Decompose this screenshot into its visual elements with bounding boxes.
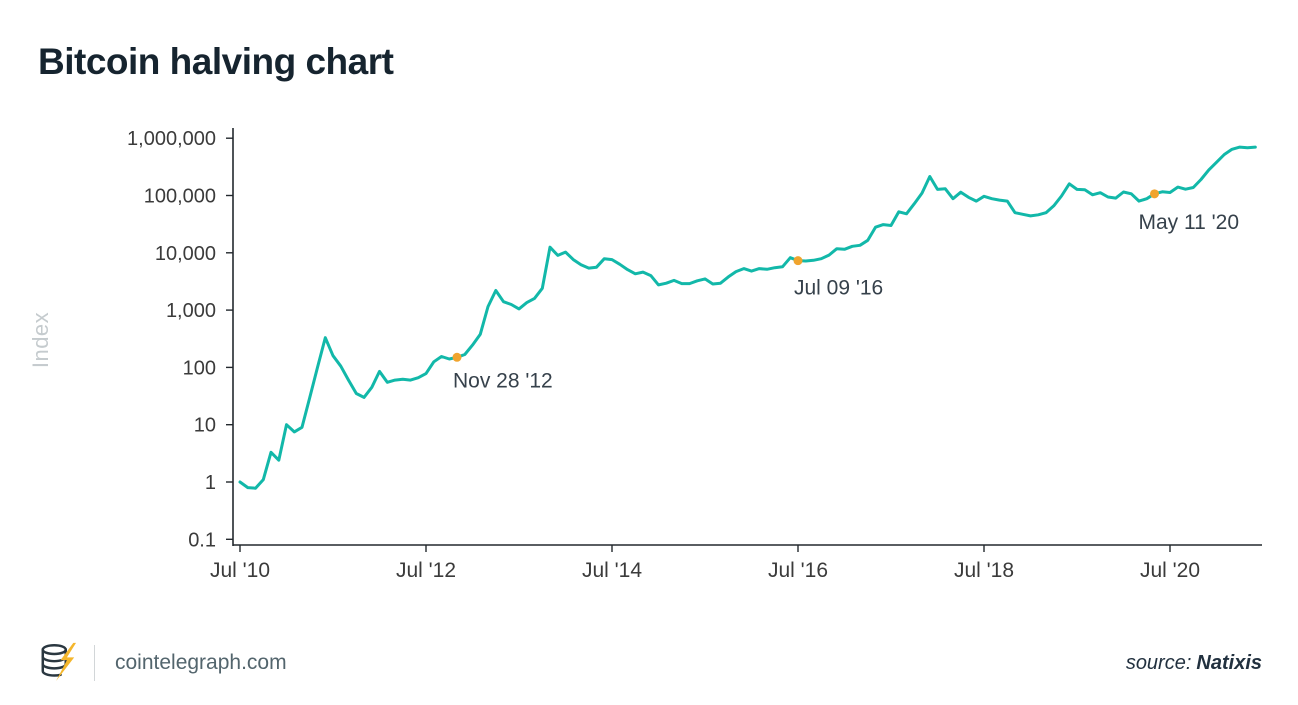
x-tick-label: Jul '14	[582, 559, 642, 582]
cointelegraph-site-label: cointelegraph.com	[115, 651, 287, 674]
halving-marker	[793, 256, 803, 266]
source-name: Natixis	[1196, 651, 1262, 674]
y-tick-label: 1,000,000	[127, 128, 216, 150]
x-tick-label: Jul '16	[768, 559, 828, 582]
halving-date-annotation: May 11 '20	[1139, 211, 1240, 234]
y-tick-label: 100	[183, 357, 216, 379]
y-tick-label: 1	[205, 472, 216, 494]
halving-marker	[1150, 189, 1159, 199]
halving-date-annotation: Jul 09 '16	[794, 277, 883, 300]
footer-divider	[94, 645, 95, 681]
source-label: source:	[1125, 651, 1192, 674]
y-tick-label: 1,000	[166, 300, 216, 322]
bitcoin-index-line	[238, 145, 1257, 490]
halving-marker	[452, 352, 462, 362]
footer: cointelegraph.com source: Natixis	[38, 638, 1262, 688]
y-tick-label: 10	[194, 415, 216, 437]
chart-title: Bitcoin halving chart	[38, 40, 394, 82]
halving-date-annotation: Nov 28 '12	[453, 369, 553, 392]
source-credit: source: Natixis	[1126, 652, 1262, 675]
x-tick-label: Jul '18	[954, 559, 1014, 582]
y-tick-label: 0.1	[188, 529, 216, 551]
cointelegraph-coins-icon	[38, 641, 82, 685]
y-tick-label: 10,000	[155, 243, 216, 265]
y-axis-label: Index	[28, 312, 53, 368]
y-tick-label: 100,000	[144, 186, 216, 208]
x-tick-label: Jul '10	[210, 559, 270, 582]
x-tick-label: Jul '12	[396, 559, 456, 582]
x-tick-label: Jul '20	[1140, 559, 1200, 582]
